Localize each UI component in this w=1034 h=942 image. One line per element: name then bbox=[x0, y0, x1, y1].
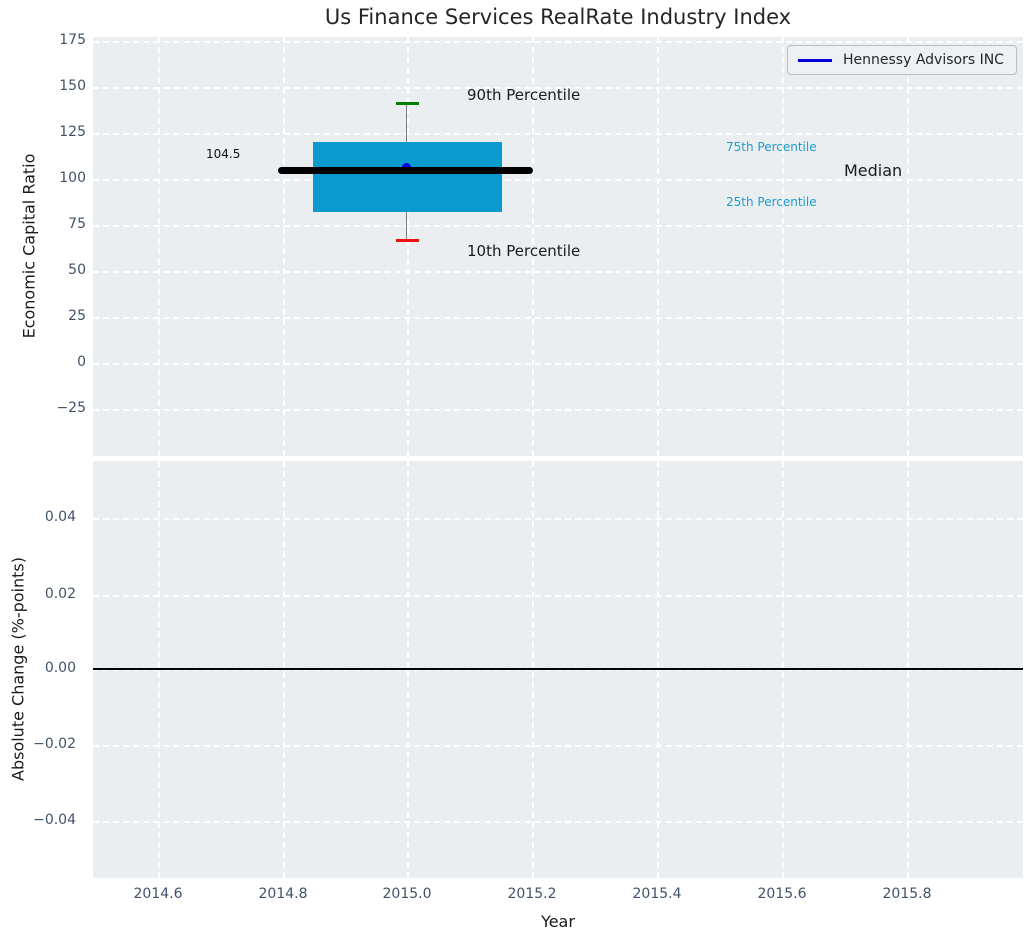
median-line bbox=[278, 167, 533, 174]
y-tick-label: 150 bbox=[59, 78, 86, 94]
grid-line bbox=[93, 409, 1023, 411]
grid-line bbox=[93, 41, 1023, 43]
y-tick-label: 50 bbox=[68, 262, 86, 278]
zero-line bbox=[93, 668, 1023, 670]
y-tick-label: 75 bbox=[68, 216, 86, 232]
grid-line bbox=[93, 518, 1023, 520]
y-tick-label: −0.04 bbox=[33, 812, 76, 828]
grid-line bbox=[93, 317, 1023, 319]
y-tick-label: 0.02 bbox=[44, 586, 76, 602]
y-tick-label: 175 bbox=[59, 32, 86, 48]
legend: Hennessy Advisors INC bbox=[787, 45, 1017, 75]
grid-line bbox=[93, 133, 1023, 135]
y-tick-label: 0.00 bbox=[44, 660, 76, 676]
x-tick-label: 2015.8 bbox=[882, 886, 932, 902]
x-tick-label: 2014.8 bbox=[258, 886, 308, 902]
grid-line bbox=[407, 37, 409, 456]
annotation-median: Median bbox=[844, 161, 903, 180]
y-tick-label: 125 bbox=[59, 124, 86, 140]
grid-line bbox=[93, 271, 1023, 273]
y-tick-label: 0 bbox=[77, 354, 86, 370]
y-tick-label: 100 bbox=[59, 170, 86, 186]
grid-line bbox=[93, 821, 1023, 823]
grid-line bbox=[93, 363, 1023, 365]
p10-cap bbox=[396, 239, 419, 242]
x-tick-label: 2015.0 bbox=[382, 886, 432, 902]
legend-line-swatch bbox=[798, 58, 832, 62]
grid-line bbox=[532, 37, 534, 456]
grid-line bbox=[657, 37, 659, 456]
x-tick-label: 2015.4 bbox=[632, 886, 682, 902]
y-tick-label: 0.04 bbox=[44, 509, 76, 525]
annotation-median-value: 104.5 bbox=[206, 147, 241, 161]
x-axis-label: Year bbox=[541, 912, 575, 931]
p90-cap bbox=[396, 102, 419, 105]
grid-line bbox=[158, 37, 160, 456]
annotation-10th-percentile: 10th Percentile bbox=[467, 242, 581, 260]
grid-line bbox=[93, 225, 1023, 227]
grid-line bbox=[283, 37, 285, 456]
grid-line bbox=[907, 37, 909, 456]
y-tick-label: −0.02 bbox=[33, 736, 76, 752]
legend-label: Hennessy Advisors INC bbox=[843, 52, 1004, 68]
x-tick-label: 2014.6 bbox=[133, 886, 183, 902]
grid-line bbox=[93, 87, 1023, 89]
y-axis-label-top: Economic Capital Ratio bbox=[19, 153, 39, 339]
bottom-plot-area bbox=[93, 461, 1023, 878]
annotation-90th-percentile: 90th Percentile bbox=[467, 86, 581, 104]
annotation-75th-percentile: 75th Percentile bbox=[726, 140, 817, 154]
grid-line bbox=[782, 37, 784, 456]
chart-title: Us Finance Services RealRate Industry In… bbox=[324, 5, 792, 29]
x-tick-label: 2015.6 bbox=[757, 886, 807, 902]
y-tick-label: 25 bbox=[68, 308, 86, 324]
annotation-25th-percentile: 25th Percentile bbox=[726, 195, 817, 209]
grid-line bbox=[93, 179, 1023, 181]
grid-line bbox=[93, 669, 1023, 671]
grid-line bbox=[93, 595, 1023, 597]
grid-line bbox=[93, 745, 1023, 747]
x-tick-label: 2015.2 bbox=[507, 886, 557, 902]
y-axis-label-bottom: Absolute Change (%-points) bbox=[8, 557, 28, 781]
iqr-box bbox=[313, 142, 502, 212]
top-plot-area bbox=[93, 37, 1023, 456]
y-tick-label: −25 bbox=[56, 400, 86, 416]
